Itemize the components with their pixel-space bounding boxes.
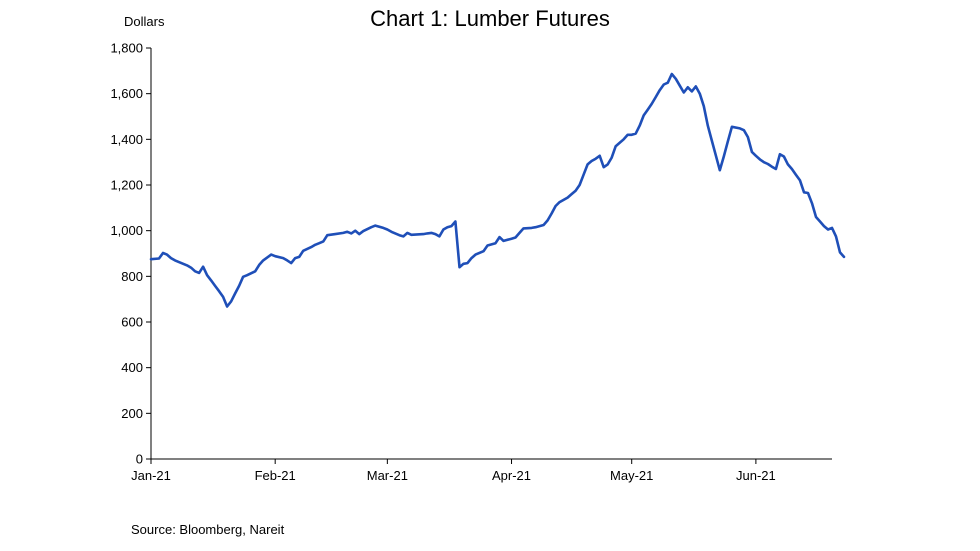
y-tick-label: 600	[121, 315, 143, 330]
source-note: Source: Bloomberg, Nareit	[131, 522, 285, 537]
x-tick-label: May-21	[610, 468, 653, 483]
x-tick-label: Feb-21	[255, 468, 296, 483]
y-axis-unit-label: Dollars	[124, 14, 165, 29]
series-line	[149, 72, 846, 308]
y-tick-label: 1,600	[110, 86, 143, 101]
y-tick-label: 400	[121, 360, 143, 375]
chart-title: Chart 1: Lumber Futures	[370, 6, 610, 31]
y-tick-label: 1,000	[110, 223, 143, 238]
y-tick-label: 800	[121, 269, 143, 284]
x-tick-label: Jun-21	[736, 468, 776, 483]
x-tick-label: Mar-21	[367, 468, 408, 483]
x-tick-label: Apr-21	[492, 468, 531, 483]
y-tick-label: 1,200	[110, 178, 143, 193]
y-tick-label: 200	[121, 406, 143, 421]
x-tick-label: Jan-21	[131, 468, 171, 483]
y-tick-label: 1,400	[110, 132, 143, 147]
y-tick-label: 0	[136, 452, 143, 467]
y-tick-label: 1,800	[110, 41, 143, 56]
